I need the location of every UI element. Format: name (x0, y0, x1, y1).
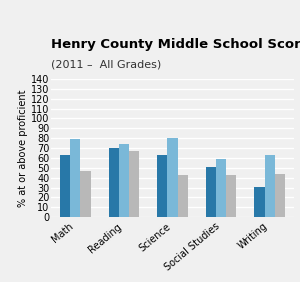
Y-axis label: % at or above proficient: % at or above proficient (18, 89, 28, 207)
Bar (70, 139, 80, 217)
Bar (119, 144, 129, 217)
Bar (167, 138, 178, 217)
Bar (80, 171, 91, 217)
Bar (206, 167, 216, 217)
Bar (60, 155, 70, 217)
Bar (178, 175, 188, 217)
Bar (216, 159, 226, 217)
Bar (129, 151, 139, 217)
Bar (226, 175, 236, 217)
Bar (157, 155, 167, 217)
Bar (265, 155, 275, 217)
Bar (109, 148, 119, 217)
Bar (275, 174, 285, 217)
Text: Henry County Middle School Scores: Henry County Middle School Scores (51, 38, 300, 51)
Bar (254, 187, 265, 217)
Text: (2011 –  All Grades): (2011 – All Grades) (51, 59, 161, 69)
